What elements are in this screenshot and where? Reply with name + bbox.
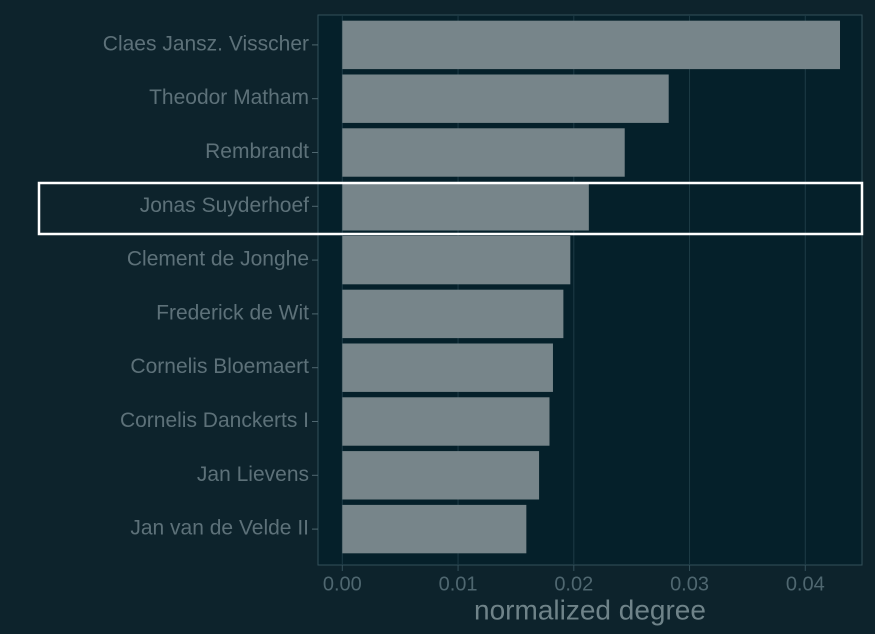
x-tick-label: 0.01 — [439, 573, 478, 595]
bar — [342, 504, 527, 554]
bar — [342, 289, 564, 339]
bar — [342, 235, 571, 285]
bar — [342, 74, 669, 123]
y-tick-label: Clement de Jonghe — [127, 248, 309, 271]
y-tick-label: Rembrandt — [205, 140, 309, 163]
x-axis-title: normalized degree — [474, 594, 706, 625]
bar — [342, 397, 550, 446]
x-tick-label: 0.04 — [786, 573, 825, 595]
y-tick-label: Cornelis Bloemaert — [130, 355, 309, 378]
y-tick-label: Jonas Suyderhoef — [140, 194, 309, 217]
bar — [342, 451, 540, 500]
bar — [342, 343, 553, 392]
y-tick-label: Theodor Matham — [149, 86, 309, 109]
x-tick-label: 0.03 — [670, 573, 709, 595]
bar — [342, 20, 841, 70]
y-tick-label: Jan van de Velde II — [130, 517, 309, 540]
y-tick-label: Frederick de Wit — [156, 301, 309, 324]
y-tick-label: Jan Lievens — [197, 463, 309, 486]
x-tick-label: 0.02 — [554, 573, 593, 595]
highlight-box — [37, 181, 864, 236]
bar — [342, 182, 589, 231]
bar — [342, 128, 625, 177]
x-tick-label: 0.00 — [323, 573, 362, 595]
y-tick-label: Claes Jansz. Visscher — [103, 32, 309, 55]
y-tick-label: Cornelis Danckerts I — [120, 409, 309, 432]
